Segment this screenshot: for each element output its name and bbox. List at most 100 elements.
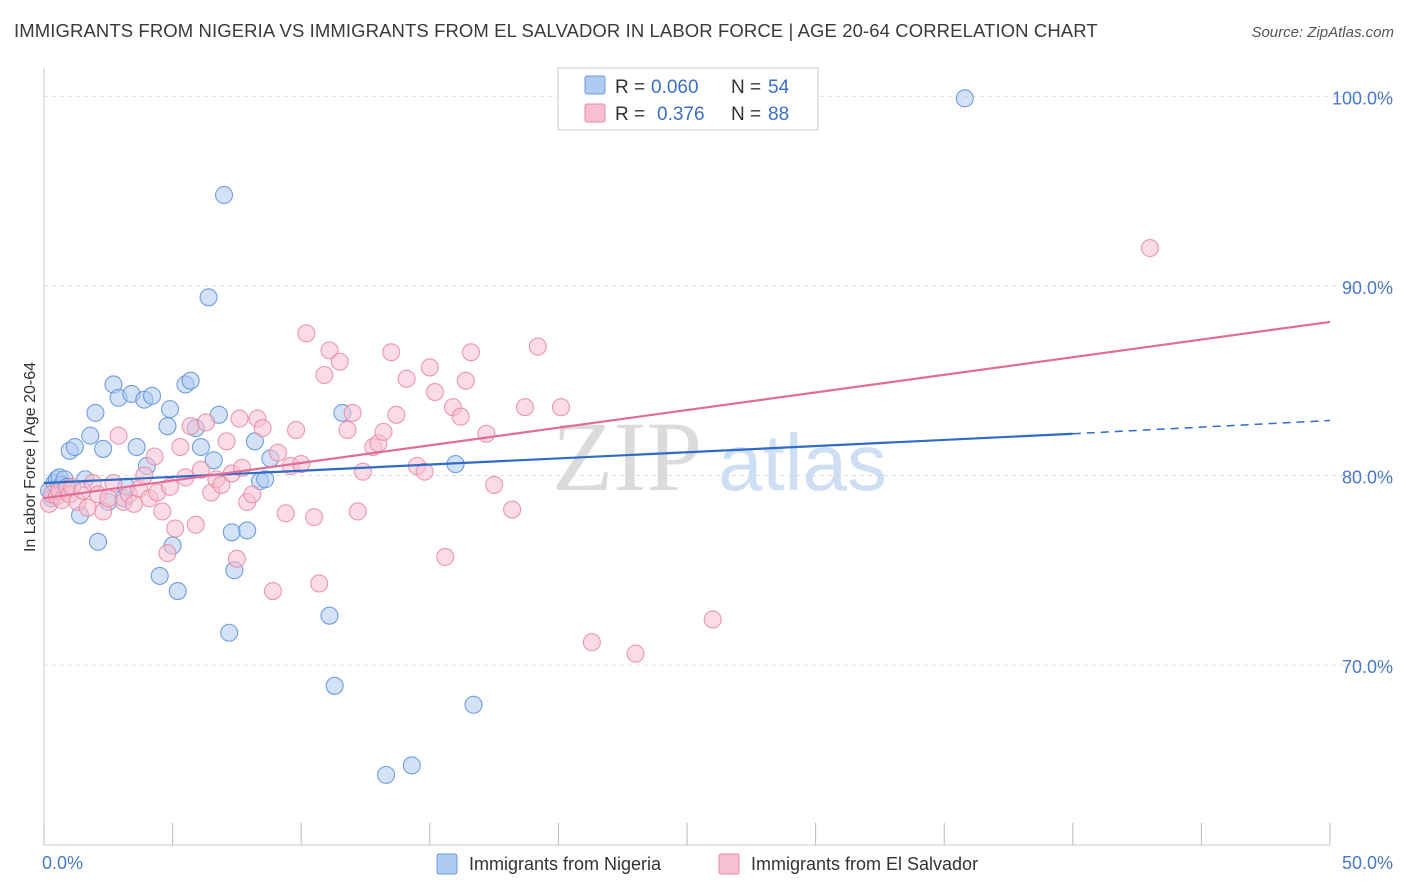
point-el-salvador-68 xyxy=(397,369,416,388)
point-nigeria-53 xyxy=(464,695,483,714)
point-el-salvador-86 xyxy=(703,610,722,629)
point-el-salvador-77 xyxy=(461,343,481,362)
bottom-legend-swatch-nigeria xyxy=(436,853,458,875)
legend-r-value-nigeria: 0.060 xyxy=(651,77,699,98)
point-el-salvador-14 xyxy=(99,489,118,508)
point-el-salvador-40 xyxy=(227,549,246,568)
point-el-salvador-16 xyxy=(109,426,128,445)
point-nigeria-40 xyxy=(222,523,241,542)
point-el-salvador-84 xyxy=(582,633,601,652)
point-el-salvador-62 xyxy=(353,462,372,481)
point-el-salvador-87 xyxy=(1140,238,1160,258)
point-el-salvador-67 xyxy=(387,405,406,424)
chart-title: IMMIGRANTS FROM NIGERIA VS IMMIGRANTS FR… xyxy=(14,20,1098,41)
point-nigeria-38 xyxy=(214,185,234,205)
stats-legend: R = 0.060 N = 54 R = 0.376 N = 88 xyxy=(557,67,819,131)
point-nigeria-26 xyxy=(150,566,169,585)
point-el-salvador-56 xyxy=(315,365,334,385)
point-nigeria-36 xyxy=(204,451,223,470)
point-el-salvador-58 xyxy=(330,352,349,371)
y-axis-label: In Labor Force | Age 20-64 xyxy=(22,362,39,552)
point-el-salvador-25 xyxy=(153,502,172,521)
point-nigeria-27 xyxy=(158,417,177,436)
point-el-salvador-29 xyxy=(171,437,190,457)
point-el-salvador-80 xyxy=(503,500,522,519)
point-el-salvador-76 xyxy=(456,371,475,390)
point-el-salvador-71 xyxy=(420,358,439,377)
point-nigeria-35 xyxy=(199,288,218,307)
point-nigeria-34 xyxy=(191,437,210,457)
point-el-salvador-70 xyxy=(415,462,434,481)
point-nigeria-50 xyxy=(377,765,396,784)
point-el-salvador-72 xyxy=(425,383,444,402)
point-el-salvador-31 xyxy=(181,417,200,436)
point-nigeria-47 xyxy=(320,606,339,625)
legend-r-value-el-salvador: 0.376 xyxy=(657,104,705,125)
series-legend: Immigrants from Nigeria Immigrants from … xyxy=(436,853,978,875)
point-el-salvador-54 xyxy=(305,508,324,527)
point-el-salvador-44 xyxy=(243,485,262,504)
y-tick-labels: 70.0% 80.0% 90.0% 100.0% xyxy=(1332,88,1393,677)
point-el-salvador-34 xyxy=(196,413,216,432)
point-el-salvador-48 xyxy=(269,443,288,462)
point-el-salvador-41 xyxy=(230,409,249,428)
point-el-salvador-59 xyxy=(338,420,357,440)
trend-lines xyxy=(43,320,1331,500)
point-el-salvador-78 xyxy=(477,424,496,443)
legend-n-value-el-salvador: 88 xyxy=(768,104,789,125)
point-el-salvador-73 xyxy=(436,547,455,566)
legend-n-label-nigeria: N = xyxy=(731,77,761,98)
point-el-salvador-28 xyxy=(166,519,185,538)
point-nigeria-39 xyxy=(220,623,239,642)
point-el-salvador-55 xyxy=(310,574,329,593)
point-nigeria-9 xyxy=(65,437,84,457)
point-el-salvador-83 xyxy=(551,398,571,417)
x-axis-ticks xyxy=(43,823,1331,845)
point-nigeria-43 xyxy=(245,432,264,451)
point-el-salvador-53 xyxy=(297,324,316,343)
point-nigeria-32 xyxy=(181,371,200,390)
y-tick-label-70: 70.0% xyxy=(1342,657,1393,677)
point-el-salvador-57 xyxy=(320,341,339,360)
point-nigeria-15 xyxy=(94,439,113,458)
trend-line-extension-nigeria xyxy=(1072,419,1331,435)
bottom-legend-swatch-el-salvador xyxy=(718,853,740,875)
point-el-salvador-49 xyxy=(276,504,295,523)
point-el-salvador-66 xyxy=(382,343,401,362)
grid-lines xyxy=(44,95,1395,666)
y-tick-label-100: 100.0% xyxy=(1332,88,1393,108)
point-el-salvador-75 xyxy=(451,407,470,426)
point-el-salvador-81 xyxy=(515,398,535,417)
point-nigeria-12 xyxy=(81,426,100,445)
point-el-salvador-82 xyxy=(528,337,547,356)
point-el-salvador-51 xyxy=(287,420,306,440)
point-nigeria-30 xyxy=(168,582,187,601)
bottom-legend-label-nigeria: Immigrants from Nigeria xyxy=(469,854,662,874)
data-points xyxy=(40,89,1160,784)
point-el-salvador-85 xyxy=(626,644,645,663)
point-el-salvador-46 xyxy=(253,419,272,438)
point-el-salvador-21 xyxy=(135,466,154,485)
legend-r-label-el-salvador: R = xyxy=(615,104,645,125)
point-el-salvador-26 xyxy=(158,544,177,563)
point-nigeria-54 xyxy=(955,89,974,108)
point-nigeria-45 xyxy=(256,470,275,489)
legend-r-label-nigeria: R = xyxy=(615,77,645,98)
trend-line-el-salvador xyxy=(43,320,1331,500)
y-tick-label-90: 90.0% xyxy=(1342,278,1393,298)
x-tick-label-max: 50.0% xyxy=(1342,853,1393,873)
legend-swatch-el-salvador xyxy=(584,103,606,123)
point-el-salvador-60 xyxy=(343,403,362,422)
point-el-salvador-23 xyxy=(145,447,164,466)
y-tick-label-80: 80.0% xyxy=(1342,467,1393,487)
point-nigeria-14 xyxy=(88,532,108,551)
point-el-salvador-79 xyxy=(485,475,504,494)
point-el-salvador-37 xyxy=(212,475,231,494)
legend-n-label-el-salvador: N = xyxy=(731,104,761,125)
point-el-salvador-32 xyxy=(186,515,205,534)
point-el-salvador-47 xyxy=(263,582,282,601)
point-el-salvador-38 xyxy=(217,432,236,451)
point-nigeria-13 xyxy=(86,403,105,422)
point-nigeria-48 xyxy=(325,676,344,695)
